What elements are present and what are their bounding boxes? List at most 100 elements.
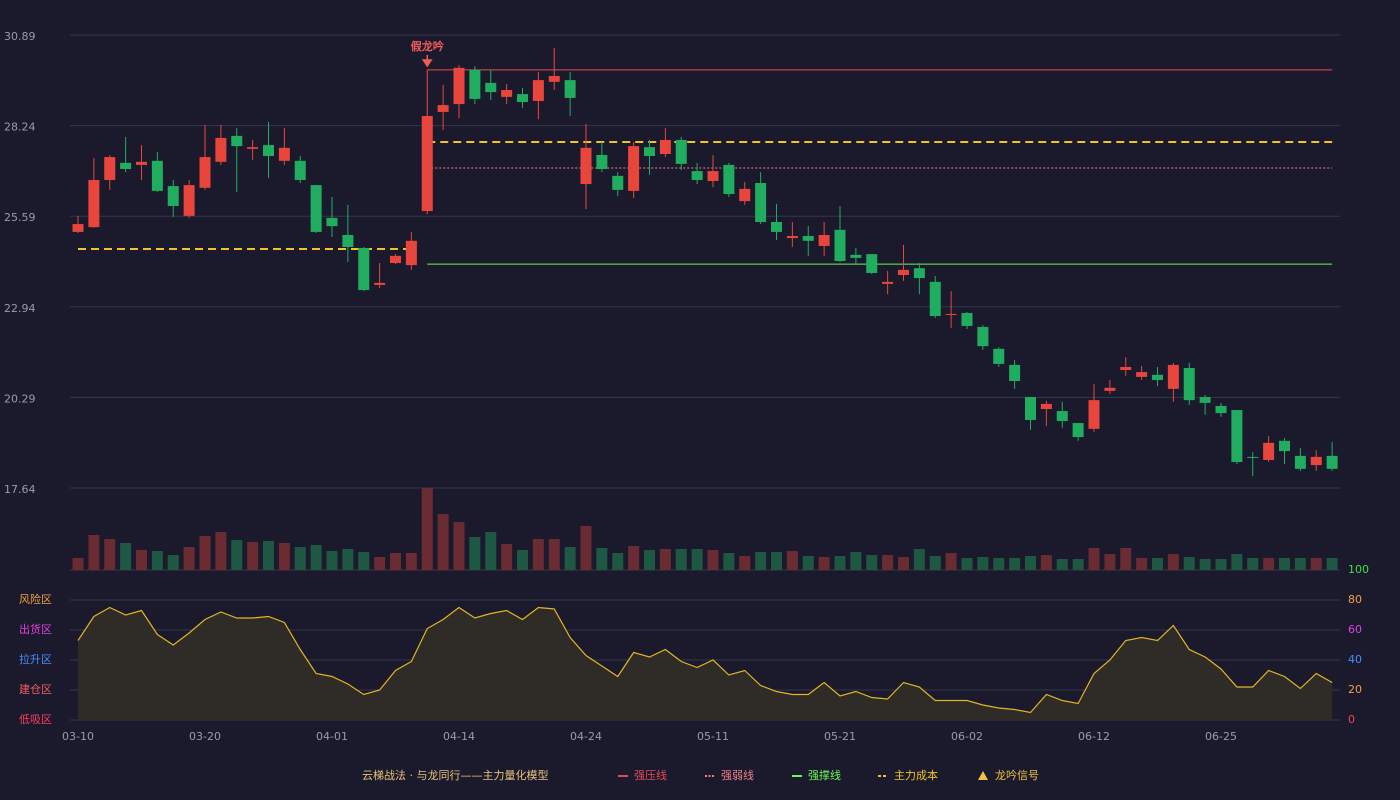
volume-bar [1009,558,1021,570]
volume-bar [882,555,894,570]
volume-bar [786,551,798,570]
volume-bar [1167,554,1179,570]
candle-body [707,171,719,181]
candle-body [628,146,640,191]
candle-body [993,348,1005,364]
candle-body [1294,455,1306,469]
volume-bar [1136,558,1148,570]
volume-bar [167,555,179,570]
candle-body [1247,456,1259,458]
candle-body [644,147,655,157]
legend-label: 龙吟信号 [995,768,1039,782]
zone-label: 建仓区 [19,682,52,696]
x-tick-label: 03-20 [189,730,221,743]
volume-bar [850,552,862,570]
volume-bar [326,551,338,570]
candle-body [1040,403,1052,410]
candle-body [72,224,84,232]
candle-body [326,217,338,227]
volume-bar [1120,548,1132,570]
volume-bar [644,550,655,570]
candle-body [485,82,497,93]
candle-body [675,139,687,164]
x-tick-label: 05-11 [697,730,729,743]
volume-bar [1326,558,1338,570]
volume-bar [421,488,433,570]
volume-bar [104,539,116,570]
candle-body [723,164,735,194]
volume-bar [532,539,544,570]
candle-body [755,183,767,223]
volume-bar [517,550,528,570]
volume-bar [136,550,147,570]
volume-bar [818,557,830,570]
volume-bar [628,546,640,570]
x-tick-label: 04-24 [570,730,602,743]
volume-bar [866,555,878,570]
candle-body [469,69,481,99]
candle-body [548,76,560,82]
candle-body [104,157,116,180]
legend-label: 强撑线 [808,768,841,782]
volume-bar [1056,559,1068,570]
volume-bar [659,549,671,570]
candle-body [1056,411,1068,421]
candle-body [1025,397,1036,420]
x-tick-label: 04-14 [443,730,475,743]
volume-bar [405,553,417,570]
candle-body [929,281,941,317]
candle-body [596,155,608,170]
candle-body [1231,410,1243,463]
y-tick-label: 20.29 [4,392,36,405]
candle-body [612,175,624,190]
volume-bar [1104,554,1116,570]
zone-label: 拉升区 [19,652,52,666]
volume-bar [1310,558,1322,570]
candle-body [977,326,989,347]
volume-bar [612,553,624,570]
volume-bar [501,544,513,570]
candle-body [342,235,354,247]
volume-bar [1263,558,1275,570]
volume-bar [88,535,100,570]
candle-body [961,312,973,326]
candle-body [1167,364,1179,389]
legend-label: 强压线 [634,768,667,782]
candle-body [88,179,100,228]
candle-body [517,94,528,103]
candle-body [278,147,290,161]
candle-body [1199,397,1211,403]
volume-bar [278,543,290,570]
candle-body [421,116,433,212]
candle-body [532,80,544,101]
candle-body [802,236,814,241]
candle-body [1183,367,1195,401]
candle-body [136,161,147,165]
volume-bar [1025,556,1036,570]
indicator-tick-label: 20 [1348,683,1362,696]
indicator-tick-label: 40 [1348,653,1362,666]
volume-bar [390,553,401,570]
candle-body [215,137,227,162]
volume-bar [707,550,719,570]
volume-bar [199,536,211,570]
volume-bar [183,547,195,570]
zone-label: 出货区 [19,622,52,636]
candle-body [691,171,703,180]
candle-body [247,147,259,149]
volume-bar [1231,554,1243,570]
candle-body [358,247,370,291]
volume-bar [993,558,1005,570]
legend-label: 主力成本 [894,768,938,782]
candle-body [1072,423,1084,438]
y-tick-label: 28.24 [4,121,36,134]
candle-body [1009,364,1021,381]
annotation: 假龙吟 [411,39,444,53]
volume-bar [263,541,274,570]
x-tick-label: 05-21 [824,730,856,743]
candle-body [564,80,576,98]
volume-bar [485,532,497,570]
legend-label: 强弱线 [721,768,754,782]
candle-body [199,157,211,188]
